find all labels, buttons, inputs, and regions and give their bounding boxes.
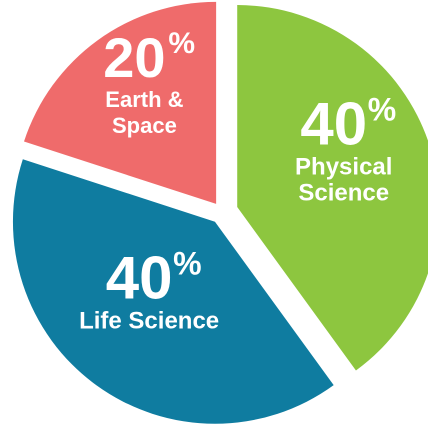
slice-value-earth-and-space: 20: [103, 26, 165, 89]
slice-value-physical-science: 40: [300, 90, 367, 157]
slice-unit-physical-science: %: [368, 91, 396, 127]
slice-label-earth-and-space-line-2: Space: [112, 113, 177, 138]
pie-slice-physical-science: [237, 5, 428, 371]
pie-slice-group-earth-and-space: 20 % Earth &Space: [24, 1, 217, 204]
slice-label-physical-science-line-2: Science: [298, 179, 389, 206]
pie-slice-life-science: [12, 159, 334, 424]
slice-unit-life-science: %: [173, 245, 201, 281]
pie-slice-earth-and-space: [24, 1, 217, 204]
pie-slice-group-life-science: 40 % Life Science: [12, 159, 334, 424]
slice-value-life-science: 40: [106, 244, 173, 311]
slice-label-life-science-line-1: Life Science: [79, 307, 219, 334]
slice-label-earth-and-space-line-1: Earth &: [105, 87, 183, 112]
slice-unit-earth-and-space: %: [168, 27, 195, 60]
slice-label-physical-science-line-1: Physical: [295, 153, 392, 180]
